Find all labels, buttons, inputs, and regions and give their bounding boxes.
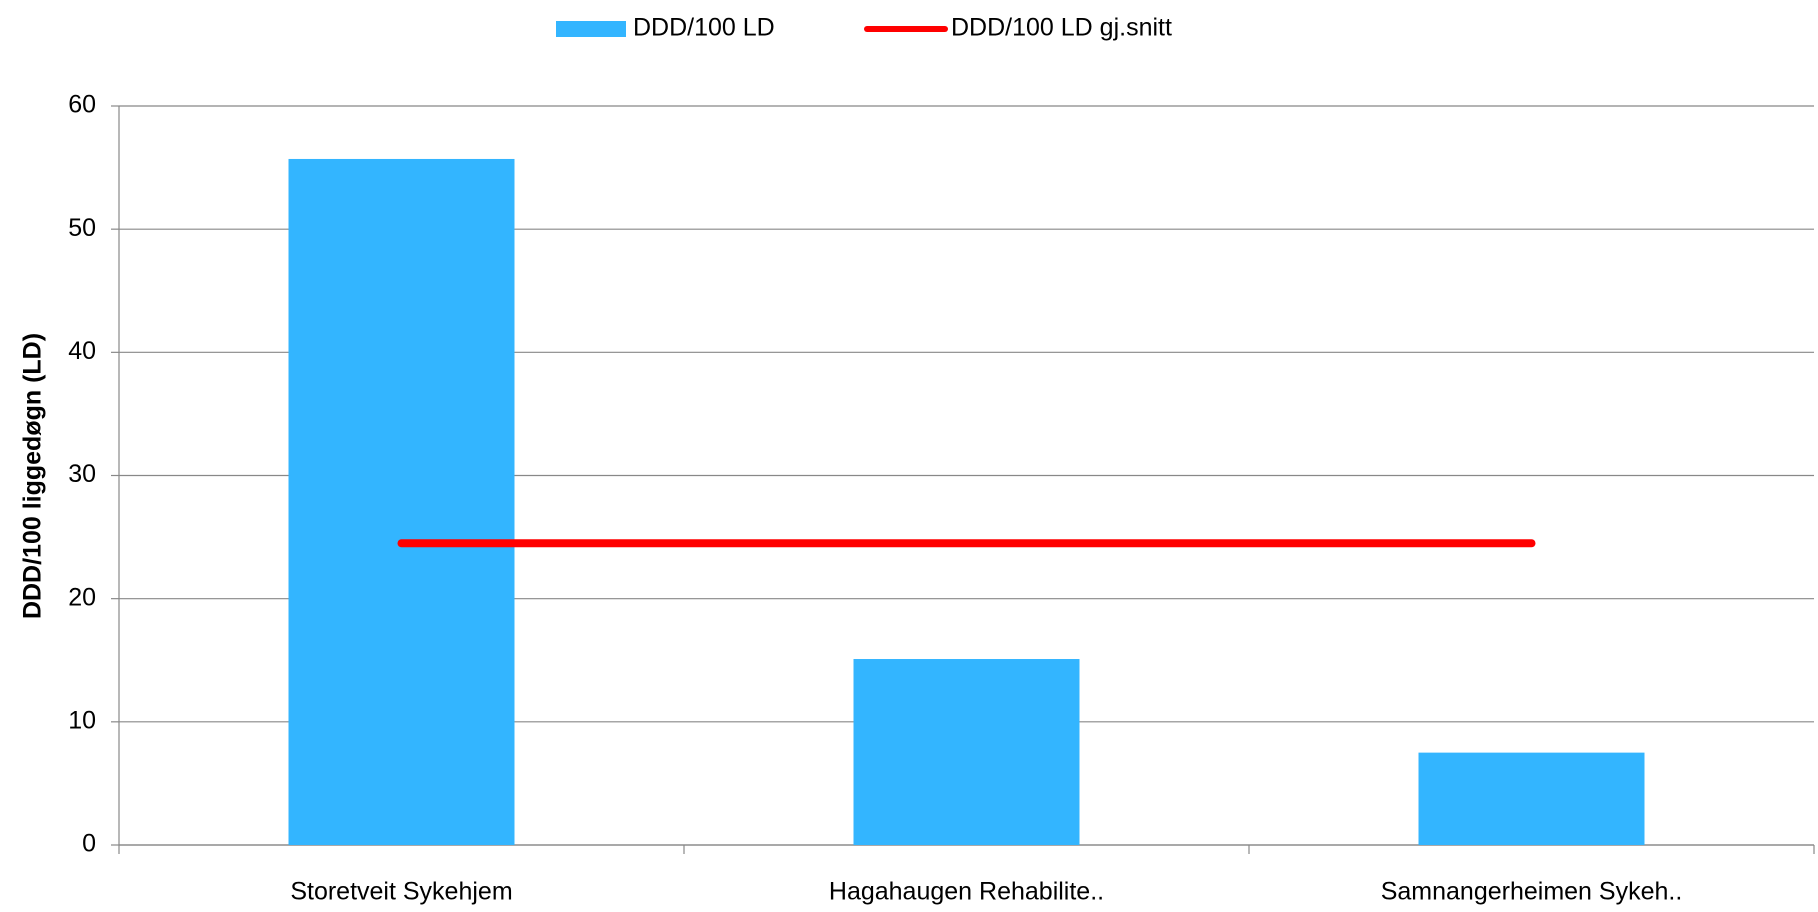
legend-label: DDD/100 LD gj.snitt bbox=[951, 14, 1172, 42]
x-tick-label: Storetveit Sykehjem bbox=[290, 878, 512, 906]
x-tick-label: Hagahaugen Rehabilite.. bbox=[829, 878, 1104, 906]
bar bbox=[853, 659, 1080, 845]
y-tick-label: 0 bbox=[82, 830, 96, 858]
y-axis-label: DDD/100 liggedøgn (LD) bbox=[19, 333, 47, 619]
y-tick-label: 50 bbox=[68, 214, 96, 242]
x-tick-label: Samnangerheimen Sykeh.. bbox=[1381, 878, 1683, 906]
y-tick-label: 40 bbox=[68, 337, 96, 365]
bar bbox=[1418, 752, 1645, 845]
bar bbox=[288, 158, 515, 845]
legend-label: DDD/100 LD bbox=[633, 14, 775, 42]
y-tick-label: 60 bbox=[68, 91, 96, 119]
y-tick-label: 10 bbox=[68, 706, 96, 734]
y-tick-label: 20 bbox=[68, 583, 96, 611]
y-tick-label: 30 bbox=[68, 460, 96, 488]
legend-swatch bbox=[556, 21, 626, 37]
